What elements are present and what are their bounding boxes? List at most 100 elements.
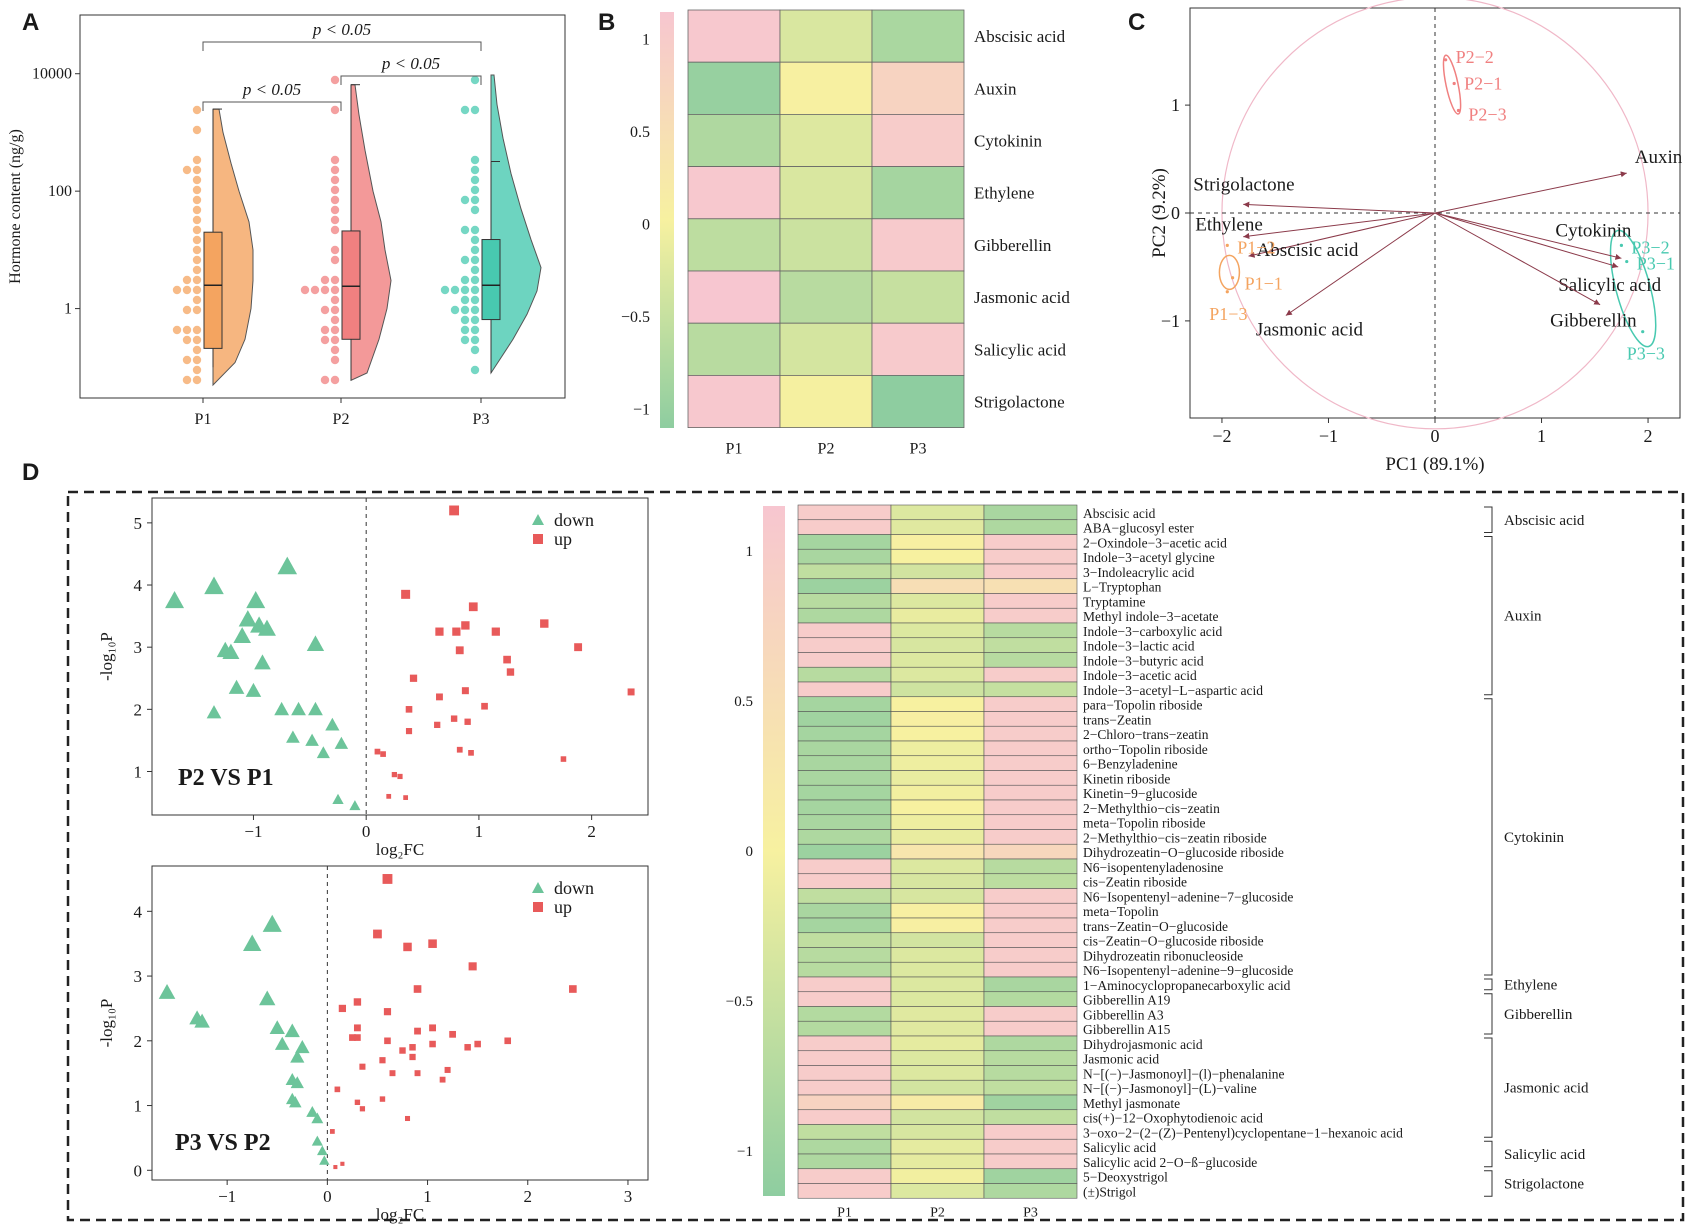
heatmap-cell	[871, 270, 965, 324]
up-point	[379, 1057, 386, 1064]
up-point	[455, 646, 464, 655]
heatmap-cell	[779, 270, 873, 324]
heatmap-cell	[797, 1124, 892, 1140]
up-point	[353, 998, 362, 1006]
y-tick-label: 5	[134, 514, 143, 533]
heatmap-cell	[983, 696, 1078, 712]
data-dot	[192, 305, 202, 315]
colorbar-tick-label: 0.5	[734, 694, 753, 710]
heatmap-cell	[983, 1183, 1078, 1199]
row-label: para−Topolin riboside	[1083, 698, 1203, 713]
row-label: L−Tryptophan	[1083, 580, 1162, 595]
group-bracket	[1484, 506, 1493, 533]
data-dot	[182, 285, 192, 295]
data-dot	[330, 75, 340, 85]
data-dot	[330, 245, 340, 255]
data-dot	[330, 215, 340, 225]
violin-half	[212, 108, 254, 387]
column-label: P2	[930, 1205, 945, 1220]
heatmap-cell	[890, 519, 985, 535]
heatmap-cell	[983, 932, 1078, 948]
up-point	[384, 1037, 391, 1045]
heatmap-cell	[890, 829, 985, 845]
heatmap-cell	[890, 578, 985, 594]
data-dot	[192, 295, 202, 305]
down-point	[262, 914, 282, 932]
group-label: Salicylic acid	[1504, 1147, 1586, 1163]
data-dot	[192, 235, 202, 245]
down-point	[295, 1039, 310, 1054]
heatmap-cell	[983, 829, 1078, 845]
row-label: Salicylic acid	[974, 340, 1067, 359]
heatmap-cell	[797, 1065, 892, 1081]
heatmap-cell	[797, 725, 892, 742]
up-point	[449, 505, 460, 516]
heatmap-cell	[687, 374, 781, 428]
down-point	[334, 736, 349, 749]
heatmap-cell	[687, 166, 781, 220]
heatmap-cell	[797, 534, 892, 550]
panel-a-raincloud: 1 100 10000 P1 P2 P3 Hormone content (ng/g) p <…	[7, 14, 566, 428]
row-label: Dihydrozeatin ribonucleoside	[1083, 948, 1243, 963]
data-dot	[330, 345, 340, 355]
loading-arrow	[1434, 212, 1622, 260]
row-label: Kinetin riboside	[1083, 771, 1170, 786]
plot-frame	[79, 14, 566, 399]
sample-point	[1444, 58, 1448, 62]
y-tick-label: 0	[134, 1161, 143, 1180]
up-point	[464, 718, 471, 725]
heatmap-cell	[687, 218, 781, 272]
heatmap-cell	[890, 1050, 985, 1066]
heatmap-cell	[890, 637, 985, 653]
heatmap-cell	[797, 976, 892, 993]
heatmap-cell	[797, 1006, 892, 1022]
heatmap-cell	[890, 725, 985, 742]
row-label: N6−Isopentenyl−adenine−9−glucoside	[1083, 963, 1293, 978]
up-point	[574, 643, 583, 652]
data-dot	[182, 305, 192, 315]
data-dot	[460, 325, 470, 335]
heatmap-cell	[983, 652, 1078, 668]
y-tick-label: 1	[1171, 95, 1180, 115]
up-point	[399, 1047, 406, 1054]
up-point	[334, 1086, 341, 1093]
down-point	[305, 733, 319, 746]
heatmap-cell	[983, 888, 1078, 904]
loading-label: Salicylic acid	[1558, 275, 1661, 296]
down-point	[194, 1013, 210, 1028]
significance-bracket	[340, 75, 482, 85]
heatmap-cell	[983, 902, 1078, 919]
down-point	[290, 1076, 304, 1089]
up-point	[405, 728, 413, 735]
significance-bracket	[202, 41, 482, 51]
up-point	[504, 1037, 512, 1045]
data-dot	[470, 195, 480, 205]
heatmap-cell	[983, 917, 1078, 934]
row-label: 6−Benzyladenine	[1083, 757, 1178, 772]
up-point	[434, 721, 441, 729]
row-label: Abscisic acid	[974, 27, 1066, 46]
heatmap-cell	[797, 548, 892, 565]
heatmap-cell	[983, 1020, 1078, 1037]
heatmap-cell	[871, 166, 965, 220]
colorbar-tick-label: 0	[746, 844, 754, 860]
loading-arrow	[1434, 212, 1601, 306]
plot-title: P2 VS P1	[178, 765, 274, 791]
heatmap-cell	[983, 947, 1078, 963]
x-tick-label: −1	[1319, 426, 1338, 446]
up-point	[452, 627, 461, 636]
up-point	[391, 771, 397, 778]
up-point	[409, 674, 418, 682]
heatmap-cell	[871, 218, 965, 272]
up-point	[481, 702, 488, 710]
heatmap-cell	[687, 9, 781, 63]
data-dot	[470, 155, 480, 165]
row-label: Abscisic acid	[1083, 506, 1156, 521]
data-dot	[192, 165, 202, 175]
data-dot	[330, 305, 340, 315]
x-tick-label: 2	[524, 1187, 533, 1206]
row-label: 2−Methylthio−cis−zeatin	[1083, 801, 1220, 816]
up-point	[435, 627, 444, 636]
data-dot	[470, 285, 480, 295]
up-point	[401, 589, 411, 599]
